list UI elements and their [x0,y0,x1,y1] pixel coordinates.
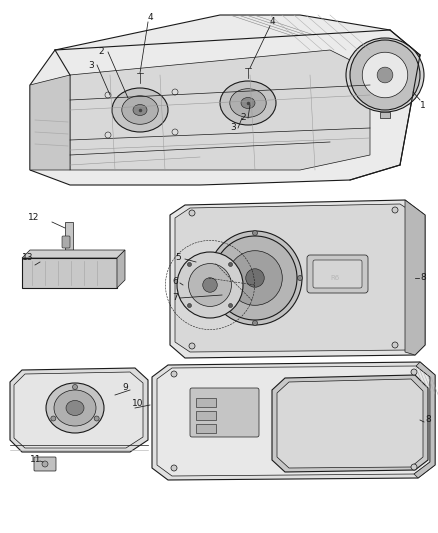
Circle shape [172,129,178,135]
Ellipse shape [112,88,168,132]
Circle shape [51,416,56,421]
Ellipse shape [230,88,266,117]
Circle shape [73,384,78,390]
Polygon shape [30,75,70,170]
Circle shape [411,464,417,470]
Text: 11: 11 [30,456,42,464]
Circle shape [187,262,191,266]
Text: 4: 4 [148,13,154,22]
Circle shape [392,207,398,213]
Circle shape [172,89,178,95]
Text: 3: 3 [88,61,94,69]
Circle shape [187,303,191,308]
Text: 5: 5 [175,254,181,262]
Circle shape [188,263,231,306]
Circle shape [189,210,195,216]
Text: 12: 12 [28,214,39,222]
Polygon shape [22,250,125,258]
Circle shape [208,231,302,325]
Polygon shape [30,15,420,185]
Text: R6: R6 [330,275,339,281]
Polygon shape [152,362,435,480]
Polygon shape [10,368,148,452]
Bar [196,398,216,407]
Polygon shape [14,372,143,448]
Circle shape [228,251,283,305]
Ellipse shape [122,96,158,124]
Polygon shape [272,375,428,472]
Circle shape [252,230,258,236]
Bar [196,411,216,420]
Circle shape [105,92,111,98]
Polygon shape [414,362,435,478]
FancyBboxPatch shape [307,255,368,293]
Ellipse shape [133,104,147,116]
Circle shape [203,278,217,292]
Text: 10: 10 [132,399,144,408]
Circle shape [171,465,177,471]
Text: 8: 8 [420,273,426,282]
Circle shape [213,236,297,320]
Circle shape [297,276,303,280]
Circle shape [392,342,398,348]
Polygon shape [117,250,125,288]
Polygon shape [380,112,390,118]
Circle shape [246,269,264,287]
Ellipse shape [66,400,84,416]
FancyBboxPatch shape [34,457,56,471]
Polygon shape [277,379,423,468]
Text: 13: 13 [22,254,33,262]
Polygon shape [175,204,420,352]
Bar [22,258,117,288]
Ellipse shape [46,383,104,433]
Polygon shape [70,50,370,170]
Circle shape [189,343,195,349]
Circle shape [177,252,243,318]
Circle shape [208,276,212,280]
Text: 4: 4 [270,18,276,27]
FancyBboxPatch shape [62,236,70,248]
Circle shape [42,461,48,467]
FancyBboxPatch shape [313,260,362,288]
Circle shape [229,262,233,266]
Ellipse shape [241,98,255,109]
Text: 9: 9 [122,384,128,392]
Text: 8: 8 [425,416,431,424]
Bar [196,424,216,433]
Text: 3: 3 [230,124,236,133]
Ellipse shape [54,390,96,426]
Text: 7: 7 [172,294,178,303]
Ellipse shape [346,38,424,112]
Polygon shape [405,200,425,355]
Text: 6: 6 [172,278,178,287]
Polygon shape [170,200,425,358]
Text: 2: 2 [98,47,104,56]
Circle shape [411,369,417,375]
Circle shape [94,416,99,421]
Polygon shape [65,222,79,262]
FancyBboxPatch shape [190,388,259,437]
Polygon shape [157,366,430,476]
Circle shape [171,371,177,377]
Circle shape [229,303,233,308]
Circle shape [105,132,111,138]
Ellipse shape [362,52,408,98]
Text: 1: 1 [420,101,426,109]
Ellipse shape [377,67,393,83]
Text: 2: 2 [240,114,246,123]
Ellipse shape [350,40,420,110]
Ellipse shape [220,81,276,125]
Circle shape [252,320,258,326]
